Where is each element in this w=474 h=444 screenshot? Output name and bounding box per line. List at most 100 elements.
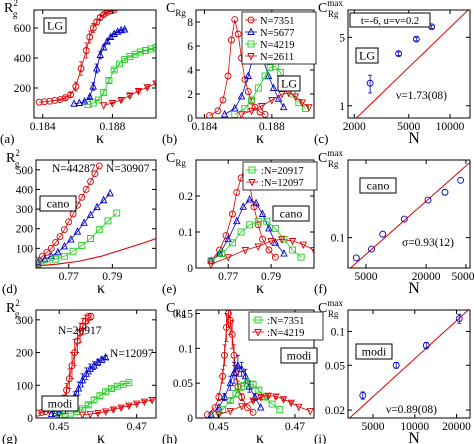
data-point — [131, 50, 139, 58]
y-tick-label: 600 — [14, 23, 32, 35]
data-point — [255, 386, 263, 394]
plot-area — [348, 310, 470, 418]
data-point — [249, 408, 257, 416]
data-point — [52, 239, 60, 246]
data-point — [90, 396, 98, 404]
data-point — [82, 186, 90, 193]
data-point — [87, 178, 94, 186]
x-tick-label: 5000 — [362, 421, 385, 433]
panel-tag: cano — [47, 197, 70, 211]
data-point — [105, 77, 113, 84]
x-tick-label: 0.45 — [49, 421, 69, 433]
data-point — [424, 196, 432, 204]
data-point — [93, 18, 101, 26]
data-point — [86, 210, 95, 218]
data-point — [252, 198, 260, 207]
data-point — [219, 406, 227, 414]
data-point — [237, 364, 246, 373]
data-point — [279, 102, 288, 111]
data-point — [100, 11, 108, 18]
annotation: N=44287 — [52, 163, 96, 175]
data-point — [125, 402, 133, 411]
fit-line — [349, 162, 470, 268]
data-point — [261, 72, 269, 80]
data-point — [60, 241, 69, 250]
y-axis-label-sub: Rg — [328, 309, 339, 319]
data-point — [271, 224, 279, 232]
panel-tag: cano — [280, 207, 303, 221]
panel-tag: LG — [359, 49, 375, 63]
y-axis-label-sub: g — [15, 309, 20, 319]
y-tick-label: 300 — [16, 315, 34, 327]
y-axis-label-sub: g — [13, 9, 18, 19]
y-tick-label: 200 — [14, 83, 32, 95]
data-point — [60, 226, 68, 234]
data-point — [237, 228, 245, 236]
data-point — [99, 102, 108, 110]
x-tick-label: 0.188 — [99, 121, 125, 133]
panel-tag: LG — [47, 19, 63, 33]
plot-frame — [347, 309, 471, 419]
y-axis-label-sup: 2 — [15, 148, 20, 158]
x-tick-label: 5000 — [397, 121, 420, 133]
plot-frame — [35, 159, 157, 269]
data-point — [441, 188, 449, 196]
data-point — [99, 42, 108, 51]
data-point — [67, 235, 75, 243]
data-point — [267, 238, 275, 246]
y-axis-label: R2 g — [6, 298, 20, 319]
data-point — [226, 317, 234, 324]
panel-i: 5000 10000 20000 0.02 0.05 0.1 Cmax Rg N (i) modi ν… — [314, 298, 471, 444]
data-point — [103, 36, 111, 45]
x-tick-label: 0.47 — [127, 421, 147, 433]
y-tick-label: 0 — [187, 413, 193, 425]
x-tick-label: 10000 — [400, 421, 429, 433]
data-point — [231, 110, 239, 118]
data-point — [352, 254, 360, 262]
y-tick-label: 4 — [187, 65, 193, 77]
x-axis-label: κ — [256, 280, 264, 297]
y-tick-label: 200 — [16, 224, 34, 236]
plot-area — [36, 162, 156, 268]
panel-tag-box — [43, 17, 67, 34]
data-point — [233, 216, 241, 225]
y-tick-label: 0.1 — [331, 233, 346, 245]
data-point — [51, 96, 59, 104]
y-axis-label: CRg — [166, 1, 186, 18]
data-point — [207, 261, 215, 268]
legend-marker — [248, 166, 256, 174]
data-point — [70, 99, 78, 107]
y-axis-label-sub: Rg — [175, 308, 186, 318]
y-axis-label: CRg — [166, 151, 186, 168]
data-point — [239, 202, 247, 210]
data-point — [256, 394, 265, 402]
x-tick-label: 0.184 — [191, 121, 217, 133]
plot-area — [355, 10, 469, 118]
data-point — [287, 399, 295, 408]
data-point — [226, 378, 234, 387]
data-point — [95, 162, 103, 170]
data-point — [60, 252, 68, 260]
data-point — [455, 315, 463, 323]
data-point — [108, 100, 117, 108]
panel-tag-box — [355, 47, 379, 64]
y-tick-label: 0 — [187, 113, 193, 125]
data-point — [298, 99, 306, 107]
data-point — [56, 233, 64, 241]
y-tick-label: 400 — [16, 184, 34, 196]
plot-area — [203, 310, 314, 418]
data-point — [95, 96, 102, 104]
data-point — [109, 406, 118, 414]
data-point — [78, 193, 86, 201]
data-point — [219, 372, 227, 380]
data-point — [54, 247, 62, 256]
data-point — [94, 410, 102, 418]
panel-label: (b) — [162, 131, 177, 146]
data-point — [256, 403, 265, 411]
y-tick-label: 0.15 — [173, 308, 193, 320]
y-tick-label: 200 — [16, 348, 34, 360]
data-point — [72, 83, 80, 90]
